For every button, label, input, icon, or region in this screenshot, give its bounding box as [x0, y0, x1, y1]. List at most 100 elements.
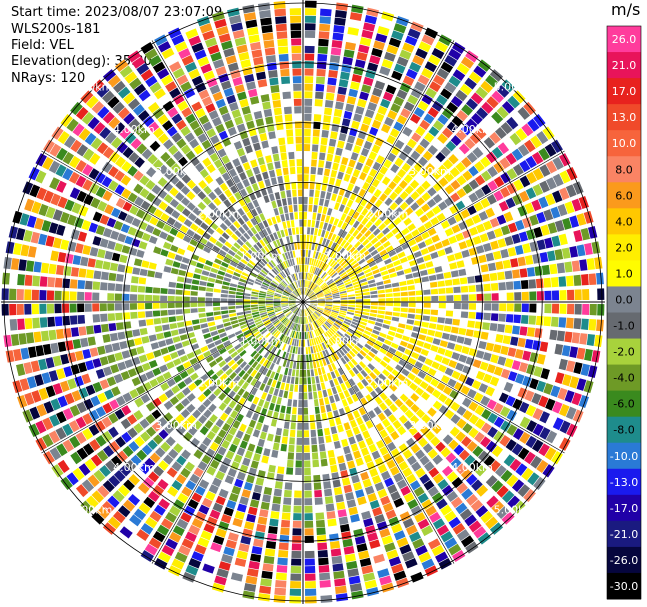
ppi-cell: [373, 355, 382, 363]
ppi-cell: [42, 343, 52, 356]
ppi-cell: [370, 294, 378, 298]
ppi-cell: [278, 53, 289, 62]
ppi-cell: [510, 258, 519, 268]
ppi-cell: [367, 492, 378, 503]
ppi-cell: [99, 214, 110, 225]
ppi-cell: [348, 208, 355, 217]
ppi-cell: [110, 363, 120, 374]
ppi-cell: [325, 331, 331, 338]
ppi-cell: [218, 402, 227, 411]
ppi-cell: [228, 443, 238, 453]
ppi-cell: [184, 132, 195, 143]
ppi-cell: [313, 114, 322, 122]
ppi-cell: [306, 316, 309, 324]
ppi-cell: [368, 151, 378, 161]
ppi-cell: [54, 316, 63, 327]
ppi-cell: [481, 170, 492, 182]
ppi-cell: [500, 368, 511, 379]
ppi-cell: [430, 309, 439, 316]
ppi-cell: [376, 318, 384, 323]
ppi-cell: [501, 511, 515, 525]
ppi-cell: [429, 511, 441, 523]
ppi-cell: [377, 412, 387, 422]
ppi-cell: [336, 255, 343, 263]
ppi-cell: [262, 281, 270, 287]
ppi-cell: [257, 273, 265, 280]
ppi-cell: [435, 151, 446, 163]
ppi-cell: [303, 219, 307, 227]
ppi-cell: [591, 350, 601, 363]
ppi-cell: [282, 359, 287, 367]
ppi-cell: [341, 531, 352, 540]
ppi-cell: [275, 168, 283, 177]
ppi-cell: [273, 297, 281, 300]
ppi-cell: [160, 518, 174, 530]
ppi-cell: [298, 212, 303, 220]
ppi-cell: [280, 519, 291, 528]
ppi-cell: [375, 439, 385, 449]
ppi-cell: [415, 144, 426, 155]
ppi-cell: [307, 316, 311, 323]
ppi-cell: [283, 175, 290, 183]
ppi-cell: [505, 152, 517, 165]
ppi-cell: [262, 220, 269, 228]
ppi-cell: [203, 332, 212, 339]
ppi-cell: [298, 384, 303, 392]
ppi-cell: [314, 259, 319, 267]
ppi-cell: [271, 146, 279, 155]
ppi-cell: [399, 544, 412, 555]
ppi-cell: [256, 335, 264, 342]
ppi-cell: [117, 86, 131, 99]
ppi-cell: [292, 189, 297, 197]
ppi-cell: [189, 120, 200, 131]
ppi-cell: [333, 352, 340, 361]
ppi-cell: [329, 337, 336, 345]
ppi-cell: [330, 242, 337, 250]
ppi-cell: [285, 413, 291, 422]
ppi-cell: [540, 368, 550, 380]
ppi-cell: [348, 436, 356, 445]
ppi-cell: [305, 288, 308, 295]
ppi-cell: [232, 158, 241, 167]
ppi-cell: [295, 273, 299, 281]
ppi-cell: [202, 398, 212, 408]
ppi-cell: [511, 233, 521, 244]
ppi-cell: [175, 473, 187, 485]
ppi-cell: [390, 103, 401, 113]
ppi-cell: [144, 543, 158, 556]
ppi-cell: [461, 303, 469, 310]
ppi-cell: [481, 422, 492, 434]
ppi-cell: [574, 303, 582, 315]
ppi-cell: [311, 284, 317, 291]
ppi-cell: [551, 303, 560, 314]
ppi-cell: [124, 71, 138, 84]
ppi-cell: [380, 270, 389, 276]
ppi-cell: [217, 446, 227, 456]
ppi-cell: [266, 433, 274, 442]
ppi-cell: [281, 270, 287, 278]
ppi-cell: [304, 490, 312, 498]
ppi-cell: [237, 378, 245, 387]
ppi-cell: [480, 156, 491, 168]
ppi-cell: [181, 486, 193, 497]
ppi-cell: [238, 369, 246, 378]
ppi-cell: [323, 427, 331, 436]
ppi-cell: [326, 319, 333, 326]
ppi-cell: [399, 280, 407, 286]
ppi-cell: [309, 182, 315, 190]
ppi-cell: [498, 392, 509, 404]
ppi-cell: [350, 275, 358, 281]
ppi-cell: [430, 251, 439, 260]
ppi-cell: [259, 509, 269, 518]
ppi-cell: [303, 415, 309, 423]
ppi-cell: [273, 388, 279, 397]
ppi-cell: [158, 429, 169, 440]
ppi-cell: [38, 358, 48, 371]
ppi-cell: [452, 523, 466, 535]
ppi-cell: [225, 368, 234, 376]
ppi-cell: [492, 250, 502, 260]
ppi-cell: [247, 249, 255, 257]
ppi-cell: [295, 467, 302, 476]
ppi-cell: [284, 114, 293, 122]
ppi-cell: [218, 130, 229, 140]
